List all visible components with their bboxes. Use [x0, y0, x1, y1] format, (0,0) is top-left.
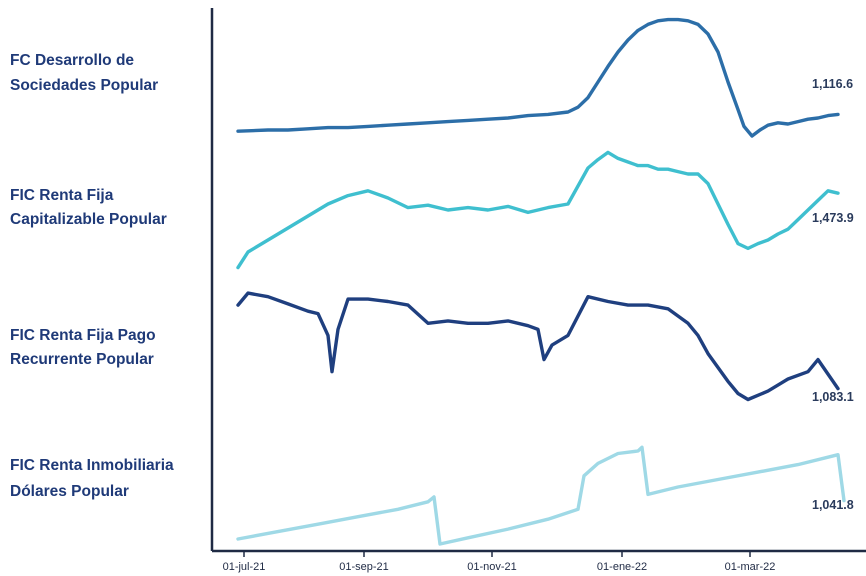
series-line-1: [236, 17, 840, 138]
series-label-4-line-2: Dólares Popular: [10, 483, 129, 500]
end-value-label-3: 1,083.1: [812, 390, 854, 404]
x-tick-label-1: 01-jul-21: [223, 561, 266, 573]
series-label-1-line-1: FC Desarrollo de: [10, 52, 134, 69]
x-tick-label-3: 01-nov-21: [467, 561, 517, 573]
series-line-4: [236, 445, 846, 546]
x-tick-label-2: 01-sep-21: [339, 561, 389, 573]
x-tick-label-5: 01-mar-22: [725, 561, 776, 573]
series-label-1-line-2: Sociedades Popular: [10, 77, 158, 94]
end-labels: 1,116.6 1,473.9 1,083.1 1,041.8: [812, 77, 854, 512]
end-value-label-4: 1,041.8: [812, 498, 854, 512]
series-line-2: [236, 150, 840, 270]
series-label-3-line-2: Recurrente Popular: [10, 351, 154, 368]
x-tick-label-4: 01-ene-22: [597, 561, 647, 573]
series-lines: [236, 17, 846, 546]
end-value-label-1: 1,116.6: [812, 77, 853, 91]
series-line-3: [236, 291, 840, 402]
series-label-2-line-2: Capitalizable Popular: [10, 211, 167, 228]
series-label-3-line-1: FIC Renta Fija Pago: [10, 327, 156, 344]
series-label-4-line-1: FIC Renta Inmobiliaria: [10, 457, 174, 474]
end-value-label-2: 1,473.9: [812, 211, 854, 225]
x-axis-ticks: 01-jul-21 01-sep-21 01-nov-21 01-ene-22 01-m…: [223, 551, 776, 573]
series-label-2-line-1: FIC Renta Fija: [10, 187, 114, 204]
series-labels: FC Desarrollo de Sociedades Popular FIC Re…: [10, 52, 174, 500]
